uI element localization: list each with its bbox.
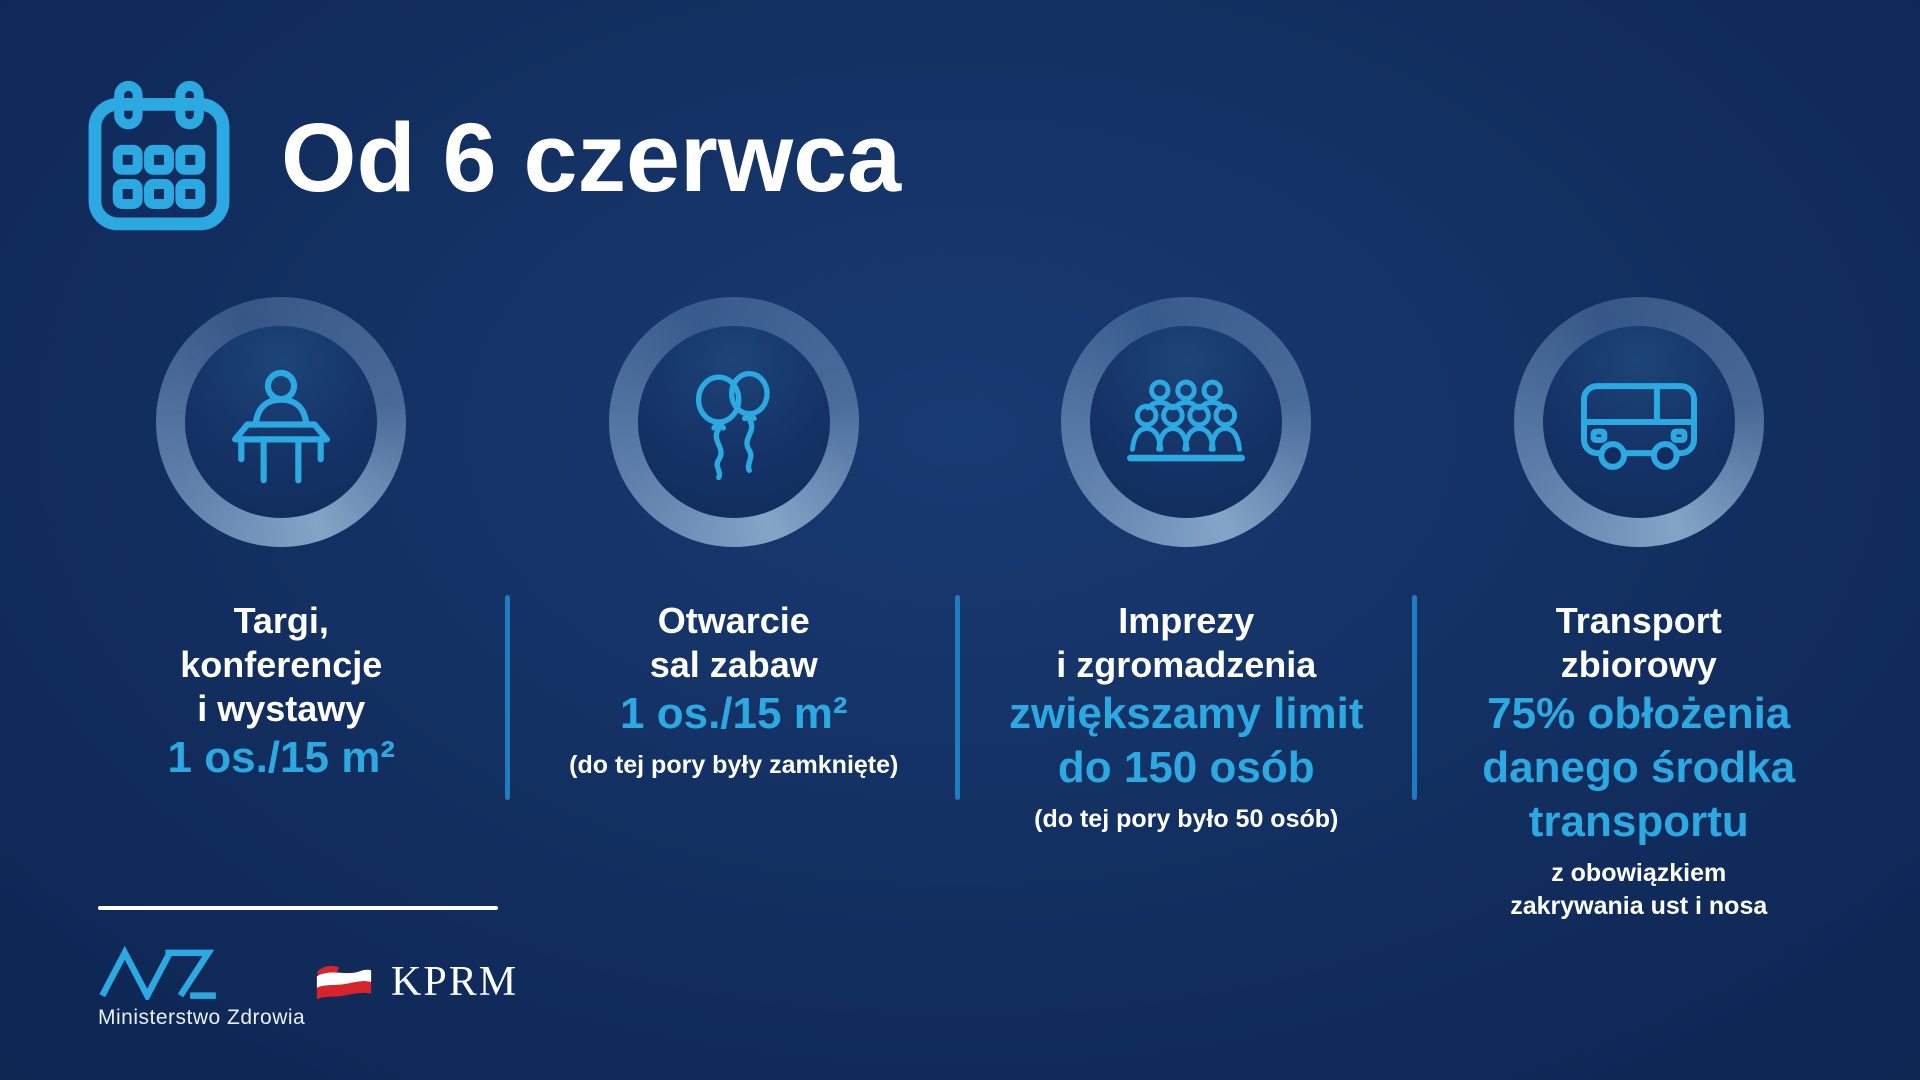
icon-disc (1542, 326, 1735, 518)
lectern-speaker-icon (232, 369, 331, 484)
footer-divider-line (98, 906, 498, 910)
audience-icon (1127, 379, 1246, 462)
icon-disc (185, 326, 378, 518)
info-column: Otwarcie sal zabaw 1 os./15 m² (do tej po… (508, 297, 961, 923)
calendar-icon (88, 80, 230, 231)
text-line: 75% obłożenia (1487, 689, 1791, 738)
column-title: Otwarcie sal zabaw (650, 599, 818, 687)
text-line: danego środka (1482, 743, 1796, 792)
kprm-label: KPRM (391, 959, 519, 1005)
polish-flag-icon (316, 965, 372, 1000)
icon-disc (637, 326, 830, 518)
column-note: (do tej pory były zamknięte) (569, 749, 898, 782)
column-highlight: 1 os./15 m² (620, 687, 847, 741)
icon-disc (1090, 326, 1283, 518)
text-line: Imprezy (1118, 600, 1255, 641)
text-line: i zgromadzenia (1056, 644, 1317, 685)
text-line: i wystawy (197, 688, 366, 729)
column-note: (do tej pory było 50 osób) (1034, 803, 1338, 836)
header: Od 6 czerwca (85, 80, 901, 234)
text-line: Transport (1555, 600, 1722, 641)
column-divider (505, 595, 510, 800)
text-line: zakrywania ust i nosa (1510, 892, 1768, 920)
text-line: z obowiązkiem (1551, 859, 1727, 887)
column-highlight: 75% obłożenia danego środka transportu (1482, 687, 1795, 849)
text-line: 1 os./15 m² (620, 689, 848, 738)
columns-row: Targi, konferencje i wystawy 1 os./15 m² O… (55, 297, 1865, 923)
bus-icon (1580, 383, 1697, 470)
balloons-icon (695, 370, 770, 481)
column-divider (1412, 595, 1417, 800)
column-title: Imprezy i zgromadzenia (1056, 599, 1316, 687)
text-line: 1 os./15 m² (167, 733, 395, 782)
info-column: Imprezy i zgromadzenia zwiększamy limit do… (960, 297, 1413, 923)
column-highlight: zwiększamy limit do 150 osób (1009, 687, 1364, 795)
text-line: do 150 osób (1057, 743, 1315, 792)
info-column: Targi, konferencje i wystawy 1 os./15 m² (55, 297, 508, 923)
text-line: Otwarcie (657, 600, 810, 641)
column-title: Targi, konferencje i wystawy (180, 599, 382, 731)
text-line: zbiorowy (1560, 644, 1717, 685)
icon-ring (1513, 297, 1764, 547)
page-title: Od 6 czerwca (281, 102, 902, 212)
text-line: transportu (1528, 797, 1749, 846)
info-column: Transport zbiorowy 75% obłożenia danego śr… (1413, 297, 1866, 923)
text-line: sal zabaw (649, 644, 818, 685)
icon-ring (1061, 297, 1312, 547)
column-title: Transport zbiorowy (1556, 599, 1722, 687)
ministerstwo-zdrowia-logo (99, 945, 216, 1000)
text-line: zwiększamy limit (1008, 689, 1364, 738)
icon-ring (608, 297, 859, 547)
text-line: konferencje (180, 644, 383, 685)
ministry-label: Ministerstwo Zdrowia (98, 1006, 306, 1029)
column-note: z obowiązkiem zakrywania ust i nosa (1510, 857, 1767, 923)
column-divider (955, 595, 960, 800)
text-line: Targi, (233, 600, 329, 641)
kprm-logo: KPRM (313, 958, 518, 1006)
column-highlight: 1 os./15 m² (168, 731, 395, 785)
icon-ring (156, 297, 407, 547)
text-line: (do tej pory były zamknięte) (569, 751, 899, 779)
text-line: (do tej pory było 50 osób) (1034, 805, 1339, 833)
